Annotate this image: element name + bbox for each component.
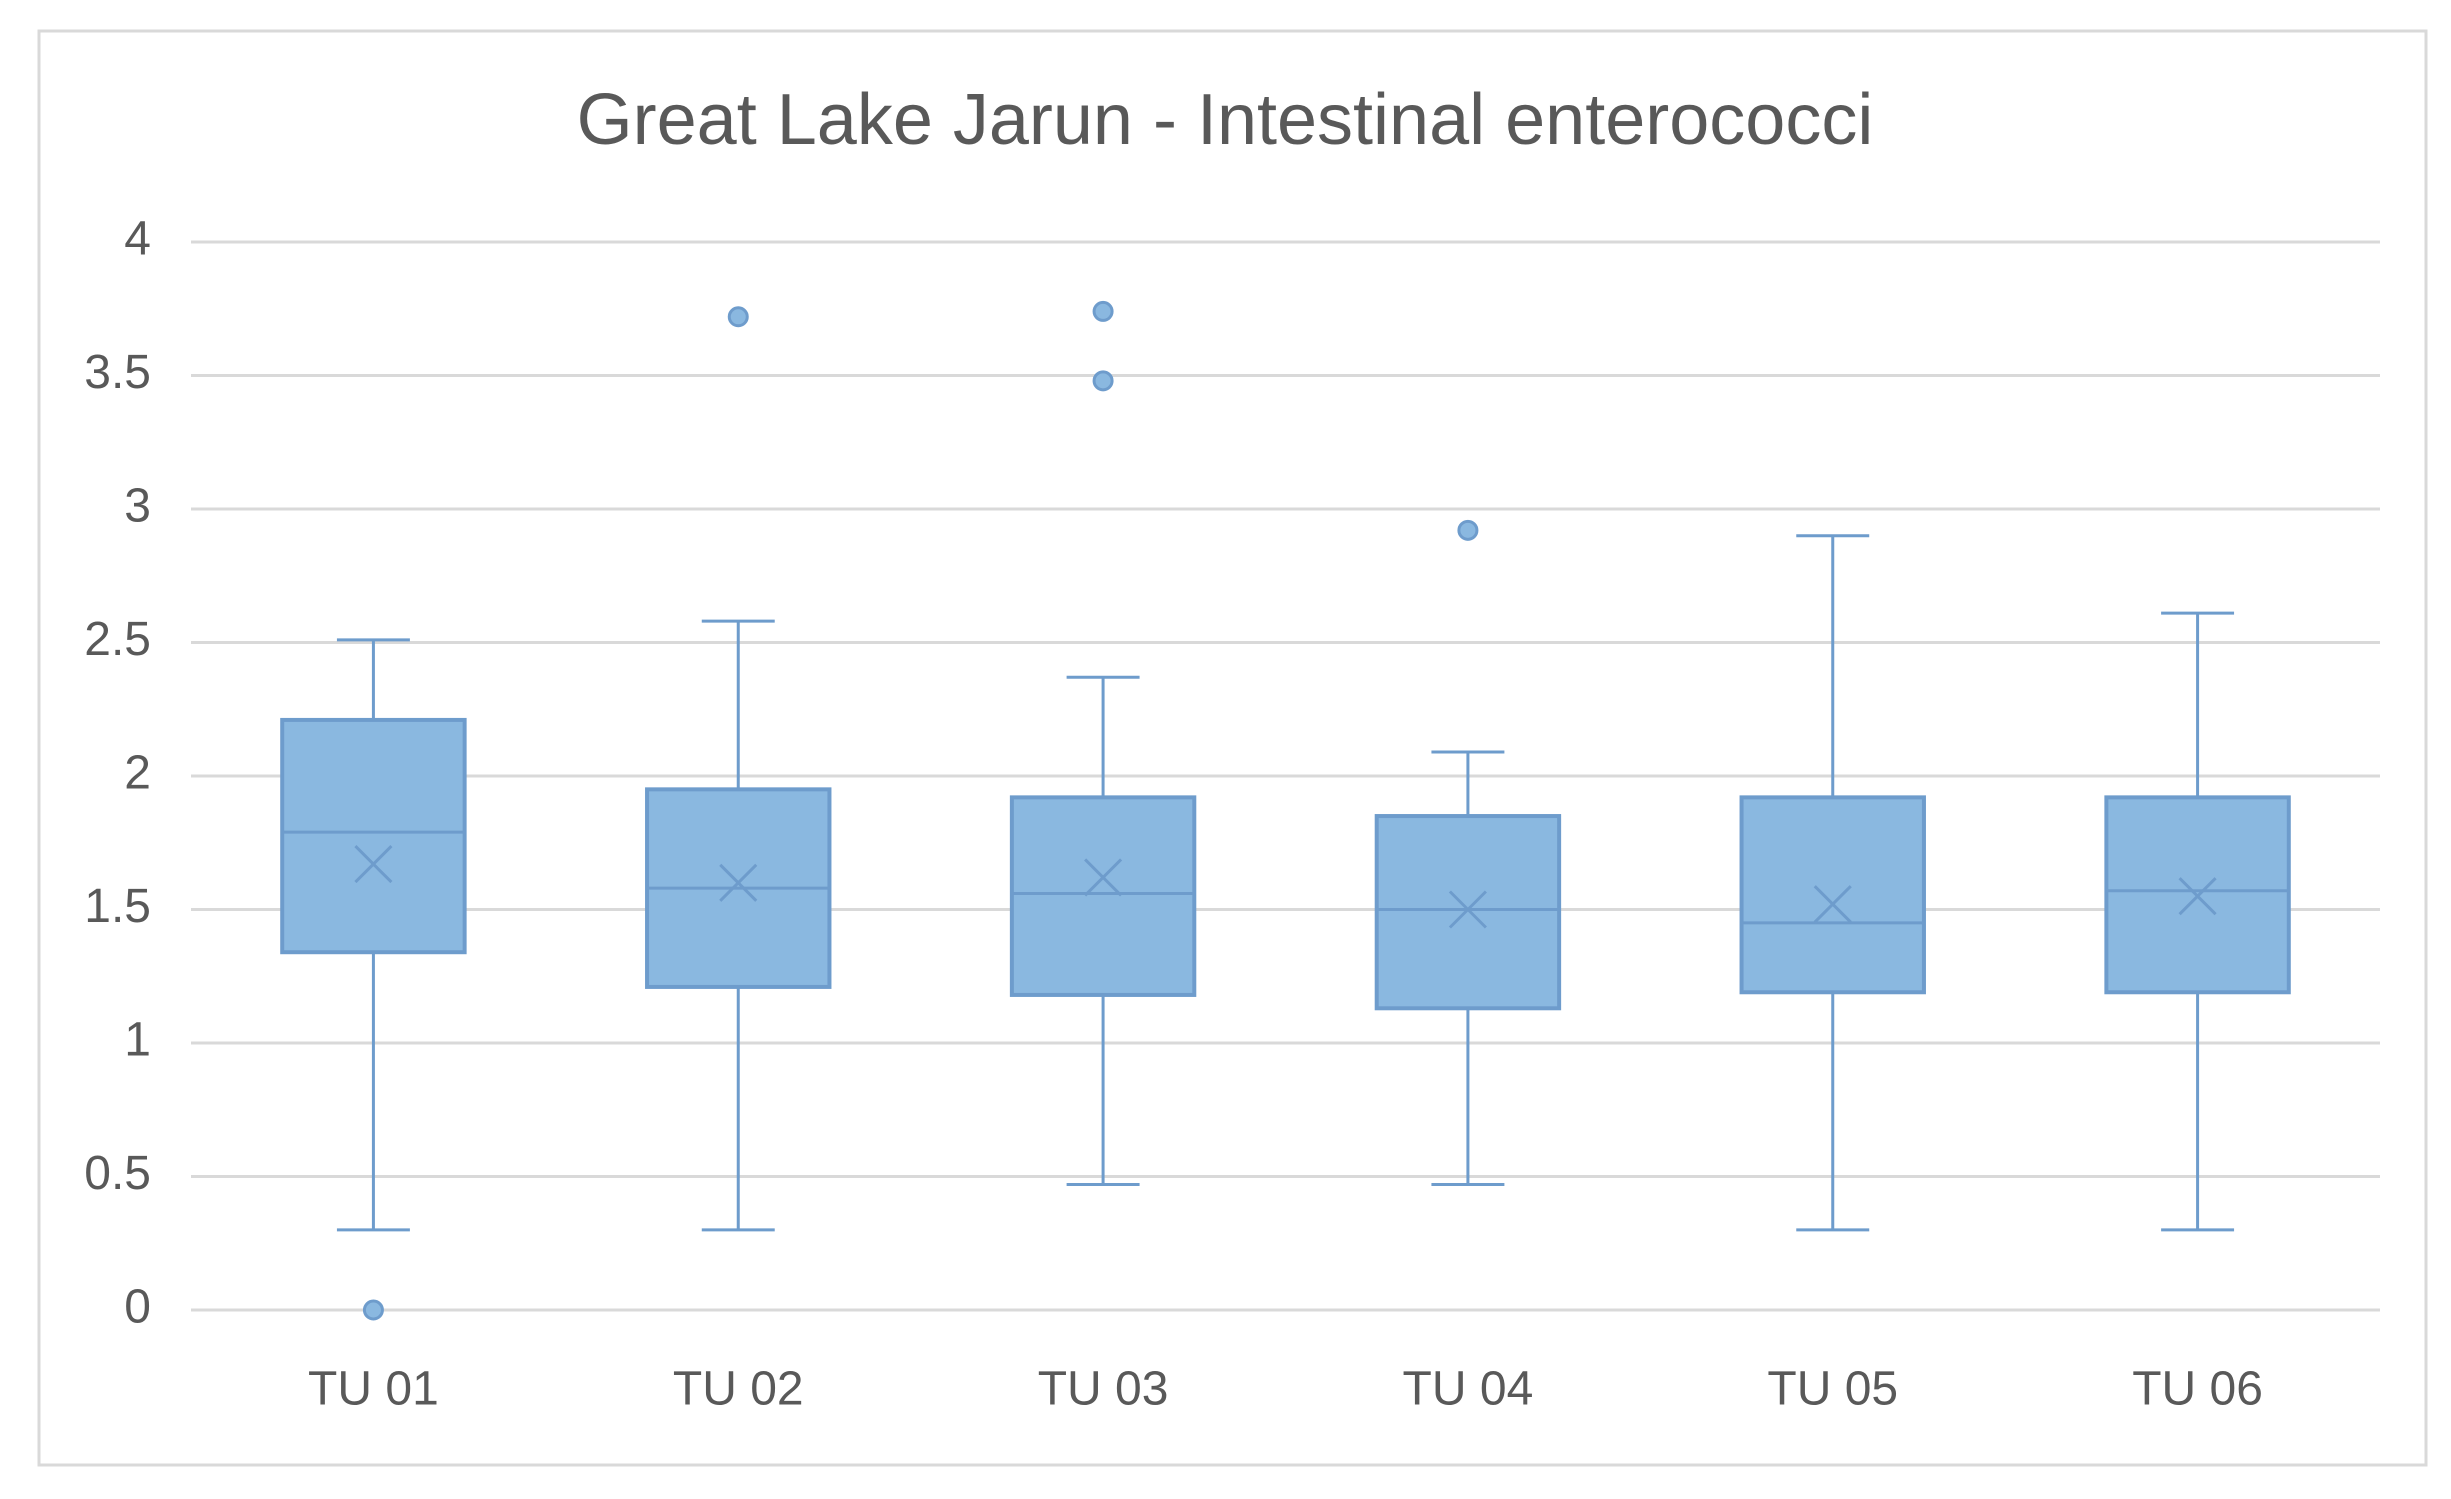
y-tick-label: 2 (124, 747, 151, 800)
mean-stroke (1813, 885, 1852, 924)
mean-stroke (719, 863, 758, 902)
x-tick-label: TU 03 (1038, 1363, 1169, 1416)
outlier (362, 1299, 384, 1321)
y-tick-label: 4 (124, 213, 151, 266)
y-tick-label: 3.5 (84, 346, 151, 399)
x-tick-label: TU 06 (2132, 1363, 2263, 1416)
mean-marker (2178, 877, 2217, 916)
x-tick-label: TU 01 (308, 1363, 439, 1416)
x-tick-label: TU 04 (1403, 1363, 1534, 1416)
chart-title: Great Lake Jarun - Intestinal enterococc… (577, 80, 1874, 160)
outlier (727, 306, 749, 328)
outlier (1092, 300, 1114, 322)
y-tick-label: 1 (124, 1014, 151, 1067)
y-tick-label: 0.5 (84, 1147, 151, 1200)
x-tick-label: TU 05 (1767, 1363, 1898, 1416)
x-tick-label: TU 02 (673, 1363, 804, 1416)
mean-marker (1084, 858, 1123, 897)
mean-marker (1813, 885, 1852, 924)
box (280, 717, 467, 955)
box (1739, 795, 1926, 995)
box (1374, 814, 1562, 1011)
mean-stroke (1084, 858, 1123, 897)
mean-stroke (354, 845, 393, 884)
box (1009, 795, 1197, 997)
y-tick-label: 2.5 (84, 613, 151, 666)
y-tick-label: 3 (124, 480, 151, 533)
mean-marker (354, 845, 393, 884)
outlier (1092, 370, 1114, 392)
outlier (1457, 519, 1479, 541)
y-tick-label: 1.5 (84, 880, 151, 933)
y-tick-label: 0 (124, 1281, 151, 1334)
mean-marker (1448, 890, 1487, 929)
mean-marker (719, 863, 758, 902)
mean-stroke (1448, 890, 1487, 929)
mean-stroke (2178, 877, 2217, 916)
